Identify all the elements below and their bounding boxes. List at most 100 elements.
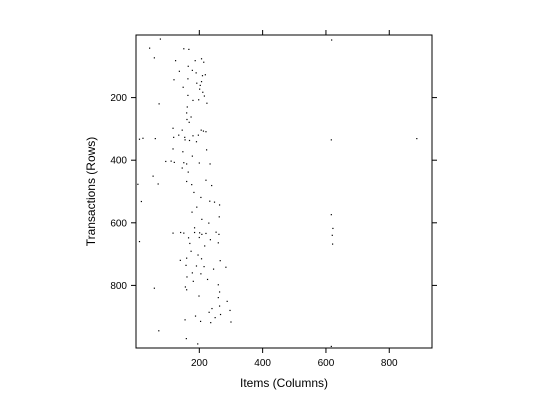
data-point <box>210 322 212 324</box>
data-point <box>416 138 418 140</box>
data-point <box>217 284 219 286</box>
data-point <box>185 338 187 340</box>
data-point <box>138 138 141 140</box>
data-point <box>211 184 213 187</box>
data-point <box>172 148 174 150</box>
data-point <box>214 317 216 319</box>
data-point <box>149 47 151 49</box>
data-point <box>330 139 332 141</box>
data-point <box>191 272 193 274</box>
data-point <box>188 139 191 142</box>
data-point <box>186 257 188 259</box>
data-point <box>153 57 155 59</box>
data-point <box>173 161 175 163</box>
data-point <box>181 167 183 169</box>
data-point <box>157 183 159 185</box>
data-point <box>187 94 189 97</box>
y-tick-label: 200 <box>110 93 127 104</box>
x-tick-label: 600 <box>318 358 335 369</box>
data-point <box>180 231 182 234</box>
y-axis-label: Transactions (Rows) <box>84 137 98 247</box>
data-point <box>200 81 203 83</box>
data-point <box>219 260 221 262</box>
data-point <box>191 155 193 157</box>
data-point <box>159 38 161 40</box>
x-tick-label: 200 <box>191 358 208 369</box>
data-point <box>187 171 189 173</box>
data-point <box>213 201 216 203</box>
data-point <box>206 278 209 281</box>
y-tick-label: 800 <box>110 281 127 292</box>
data-point <box>201 218 203 220</box>
data-point <box>198 295 200 297</box>
axis-ticks: 200 400 600 800 200 400 600 800 <box>110 30 437 369</box>
data-point <box>191 184 193 186</box>
data-point <box>196 206 198 208</box>
data-point <box>229 309 231 312</box>
data-points <box>137 38 418 348</box>
data-point <box>205 149 208 151</box>
data-point <box>181 129 183 131</box>
data-point <box>191 69 193 71</box>
data-point <box>158 103 160 105</box>
data-point <box>199 320 202 322</box>
data-point <box>205 131 207 133</box>
data-point <box>184 286 186 288</box>
data-point <box>194 60 196 62</box>
data-point <box>212 268 215 270</box>
data-point <box>202 130 205 132</box>
y-tick-label: 600 <box>110 218 127 229</box>
data-point <box>186 112 188 114</box>
data-point <box>197 343 199 345</box>
data-point <box>215 231 217 233</box>
data-point <box>218 233 220 235</box>
data-point <box>189 242 191 245</box>
data-point <box>186 106 188 108</box>
data-point <box>172 127 174 129</box>
data-point <box>174 60 177 62</box>
data-point <box>199 84 201 86</box>
data-point <box>178 70 180 72</box>
data-point <box>209 163 211 165</box>
data-point <box>201 75 204 77</box>
data-point <box>179 259 181 261</box>
data-point <box>188 48 190 50</box>
data-point <box>217 242 219 244</box>
data-point <box>183 232 185 234</box>
data-point <box>152 175 154 177</box>
data-point <box>200 129 202 131</box>
y-tick-label: 400 <box>110 156 127 167</box>
data-point <box>183 162 185 164</box>
data-point <box>182 86 184 88</box>
data-point <box>226 300 228 302</box>
data-point <box>184 139 186 141</box>
data-point <box>200 196 202 199</box>
data-point <box>173 79 175 81</box>
data-point <box>182 151 184 153</box>
data-point <box>194 315 197 317</box>
data-point <box>218 204 221 206</box>
data-point <box>202 91 204 93</box>
data-point <box>188 121 190 123</box>
data-point <box>185 264 187 266</box>
data-point <box>173 136 175 138</box>
data-point <box>195 141 198 143</box>
data-point <box>190 250 192 252</box>
data-point <box>330 214 332 216</box>
data-point <box>218 291 221 293</box>
data-point <box>200 273 202 275</box>
data-point <box>208 311 210 313</box>
data-point <box>137 183 139 185</box>
data-point <box>184 136 186 138</box>
data-point <box>203 266 205 268</box>
data-point <box>195 72 197 74</box>
data-point <box>153 287 155 289</box>
data-point <box>197 134 199 136</box>
data-point <box>191 211 193 213</box>
data-point <box>140 200 142 203</box>
data-point <box>217 297 219 299</box>
data-point <box>192 280 194 282</box>
data-point <box>172 232 174 234</box>
data-point <box>196 82 198 84</box>
data-point <box>200 258 203 260</box>
